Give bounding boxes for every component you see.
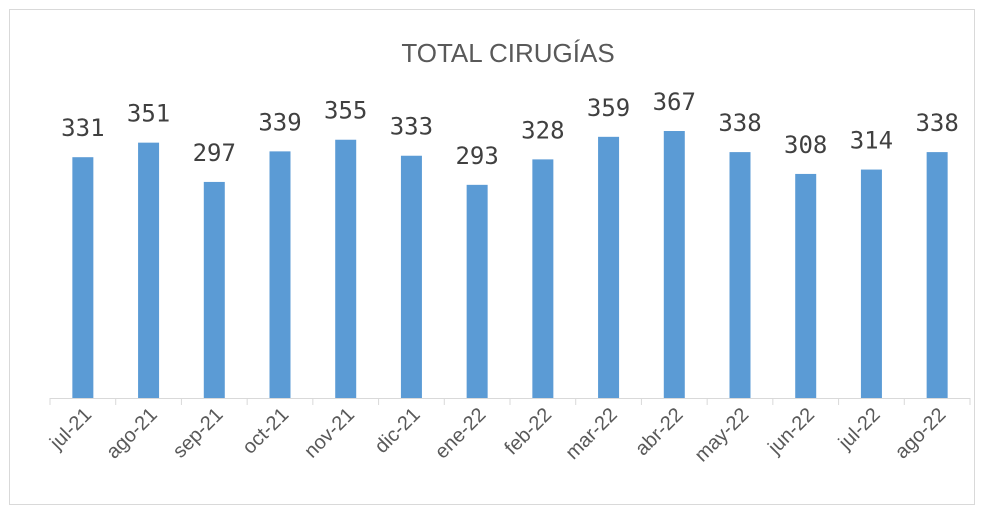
bar (663, 131, 685, 398)
value-label: 359 (587, 94, 630, 122)
bar (729, 152, 751, 398)
bar (400, 155, 422, 398)
value-label: 293 (455, 142, 498, 170)
bar (269, 151, 291, 398)
bar (860, 169, 882, 398)
bar (926, 152, 948, 398)
value-label: 308 (784, 131, 827, 159)
value-label: 314 (850, 127, 893, 155)
value-label: 339 (258, 108, 301, 136)
value-label: 351 (127, 100, 170, 128)
bar (795, 173, 817, 398)
value-label: 297 (193, 139, 236, 167)
value-label: 367 (653, 88, 696, 116)
value-label: 328 (521, 116, 564, 144)
bar (466, 184, 488, 398)
bar (203, 181, 225, 398)
value-label: 331 (61, 114, 104, 142)
bar (532, 159, 554, 398)
bar (598, 136, 620, 398)
value-label: 333 (390, 113, 433, 141)
chart-title: TOTAL CIRUGÍAS (401, 38, 614, 68)
bar (138, 142, 160, 398)
value-label: 338 (718, 109, 761, 137)
value-label: 355 (324, 97, 367, 125)
value-label: 338 (915, 109, 958, 137)
bar (335, 139, 357, 399)
bar (72, 157, 94, 398)
